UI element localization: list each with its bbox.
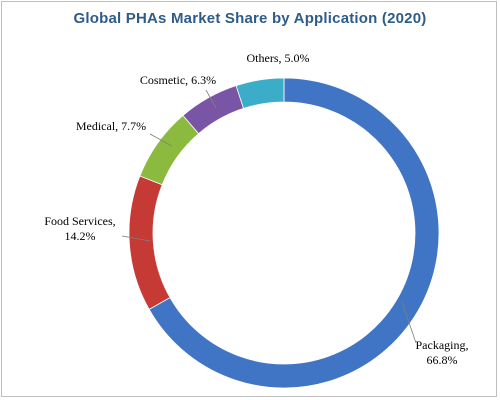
data-label-packaging: Packaging, 66.8%: [416, 338, 469, 367]
donut-slice-packaging: [148, 77, 440, 389]
data-label-food-services: Food Services, 14.2%: [44, 214, 115, 243]
chart-title: Global PHAs Market Share by Application …: [73, 10, 427, 27]
leader-line-cosmetic: [205, 89, 217, 109]
donut-slice-food-services: [128, 175, 171, 310]
leader-line-medical: [149, 133, 173, 147]
data-labels: Packaging, 66.8% Food Services, 14.2% Medica…: [44, 51, 468, 367]
leader-lines: [121, 89, 417, 344]
donut-slice-cosmetic: [182, 85, 245, 135]
data-label-others: Others, 5.0%: [247, 51, 310, 65]
data-label-medical: Medical, 7.7%: [76, 119, 146, 133]
donut-slice-others: [235, 77, 285, 109]
donut-segments: [128, 77, 440, 389]
donut-slice-medical: [139, 114, 200, 186]
leader-line-packaging: [401, 301, 417, 344]
data-label-cosmetic: Cosmetic, 6.3%: [140, 73, 216, 87]
leader-line-food-services: [121, 235, 151, 242]
